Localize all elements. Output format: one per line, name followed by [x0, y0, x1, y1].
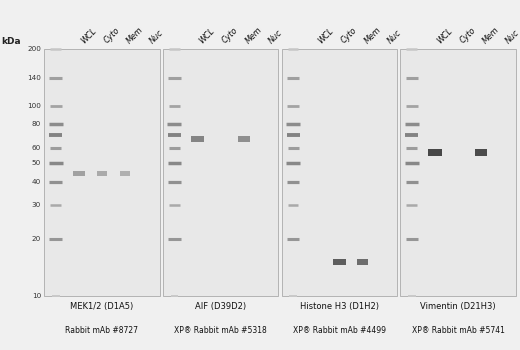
Text: Mem: Mem	[244, 25, 264, 46]
Bar	[400, 49, 516, 296]
Text: 10: 10	[32, 293, 41, 299]
Text: 20: 20	[32, 236, 41, 241]
Text: Rabbit mAb #8727: Rabbit mAb #8727	[66, 326, 138, 335]
Text: 140: 140	[27, 75, 41, 82]
Bar	[163, 49, 279, 296]
Text: Histone H3 (D1H2): Histone H3 (D1H2)	[300, 302, 379, 311]
Bar	[191, 136, 204, 142]
Text: Mem: Mem	[125, 25, 145, 46]
Bar	[428, 149, 442, 156]
Text: Nuc: Nuc	[386, 28, 403, 46]
Text: Cyto: Cyto	[102, 26, 121, 46]
Text: Nuc: Nuc	[504, 28, 520, 46]
Text: Nuc: Nuc	[267, 28, 284, 46]
Bar	[475, 149, 487, 156]
Text: Mem: Mem	[362, 25, 383, 46]
Text: 30: 30	[32, 202, 41, 208]
Bar	[44, 49, 160, 296]
Text: 100: 100	[27, 103, 41, 109]
Bar	[238, 136, 250, 142]
Bar	[120, 172, 130, 176]
Text: XP® Rabbit mAb #4499: XP® Rabbit mAb #4499	[293, 326, 386, 335]
Text: MEK1/2 (D1A5): MEK1/2 (D1A5)	[70, 302, 134, 311]
Text: 50: 50	[32, 160, 41, 166]
Text: Mem: Mem	[481, 25, 501, 46]
Text: 60: 60	[32, 145, 41, 151]
Text: WCL: WCL	[316, 26, 335, 46]
Text: AIF (D39D2): AIF (D39D2)	[195, 302, 246, 311]
Text: kDa: kDa	[2, 36, 21, 46]
Text: Vimentin (D21H3): Vimentin (D21H3)	[420, 302, 496, 311]
Bar	[357, 259, 368, 265]
Text: WCL: WCL	[198, 26, 217, 46]
Text: Cyto: Cyto	[220, 26, 240, 46]
Bar	[282, 49, 397, 296]
Bar	[333, 259, 346, 265]
Text: 200: 200	[27, 46, 41, 52]
Bar	[73, 171, 85, 176]
Bar	[97, 171, 107, 176]
Text: Cyto: Cyto	[340, 26, 359, 46]
Text: WCL: WCL	[79, 26, 98, 46]
Text: 40: 40	[32, 178, 41, 184]
Text: XP® Rabbit mAb #5741: XP® Rabbit mAb #5741	[412, 326, 504, 335]
Text: 80: 80	[32, 121, 41, 127]
Text: Nuc: Nuc	[148, 28, 165, 46]
Text: Cyto: Cyto	[458, 26, 477, 46]
Text: XP® Rabbit mAb #5318: XP® Rabbit mAb #5318	[174, 326, 267, 335]
Text: WCL: WCL	[435, 26, 454, 46]
